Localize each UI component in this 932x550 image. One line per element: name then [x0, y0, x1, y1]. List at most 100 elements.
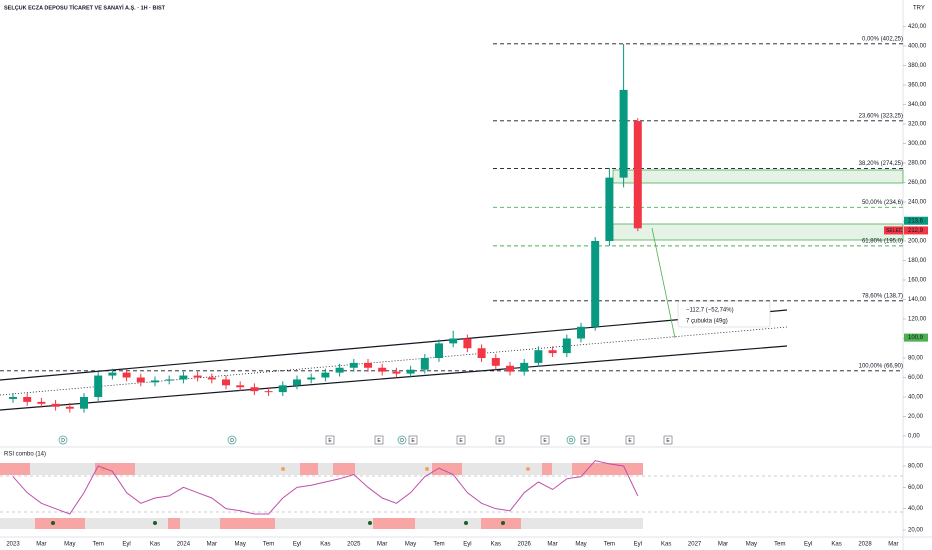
fib-label: 23,60% (323,25): [859, 113, 903, 119]
candle-body: [491, 358, 500, 366]
event-marker: E: [411, 438, 415, 444]
candle-body: [122, 372, 131, 378]
measure-change: −112,7 (−52,74%): [686, 308, 734, 314]
x-tick-label: Mar: [207, 542, 217, 548]
candle-body: [94, 375, 103, 397]
candle-body: [165, 379, 174, 381]
event-marker: D: [569, 438, 573, 444]
symbol-label: SELEC: [886, 228, 903, 234]
candle-body: [37, 401, 46, 404]
price-label: 212,9: [908, 228, 924, 234]
fib-label: 50,00% (234,6): [862, 200, 903, 206]
candle-body: [534, 350, 543, 363]
event-icon: [397, 435, 407, 445]
candle-body: [349, 362, 358, 368]
y-tick-label: 380,00: [908, 63, 927, 69]
candle-body: [222, 379, 230, 386]
x-tick-label: 2023: [6, 542, 20, 548]
event-marker: E: [377, 438, 381, 444]
event-icon: [625, 435, 635, 445]
x-tick-label: Eyl: [463, 542, 471, 548]
y-tick-label: 260,00: [908, 180, 927, 186]
candle-body: [236, 385, 245, 388]
x-tick-label: 2024: [177, 542, 191, 548]
zone: [612, 169, 904, 184]
x-tick-label: 2027: [688, 542, 702, 548]
x-tick-label: Kas: [831, 542, 841, 548]
candle-body: [51, 403, 60, 407]
candle-body: [364, 362, 372, 368]
fib-label: 0,00% (402,25): [862, 36, 903, 42]
y-tick-label: 40,00: [908, 395, 924, 401]
channel-line: [0, 309, 788, 381]
rsi-dots: [51, 467, 530, 525]
candle-body: [520, 362, 529, 372]
rsi-strip: [0, 463, 643, 475]
zone: [612, 223, 904, 241]
y-tick-label: 20,00: [908, 414, 924, 420]
y-tick-label: 40,00: [908, 506, 924, 512]
event-icon: [58, 435, 68, 445]
event-icon: [408, 435, 418, 445]
candle-body: [463, 338, 472, 349]
candle-body: [577, 326, 585, 339]
x-tick-label: Mar: [36, 542, 46, 548]
y-tick-label: 240,00: [908, 200, 927, 206]
y-tick-label: 300,00: [908, 141, 927, 147]
x-tick-label: Kas: [661, 542, 671, 548]
y-tick-label: 60,00: [908, 375, 924, 381]
x-tick-label: 2026: [518, 542, 532, 548]
x-tick-label: Eyl: [804, 542, 812, 548]
chart-title: SELÇUK ECZA DEPOSU TİCARET VE SANAYİ A.Ş…: [4, 4, 166, 11]
x-tick-label: Kas: [491, 542, 501, 548]
price-label: 213,6: [908, 218, 924, 224]
candle-body: [335, 367, 344, 373]
price-label-box: [904, 216, 928, 225]
event-icon: [580, 435, 590, 445]
symbol-box: [884, 226, 903, 235]
event-marker: E: [459, 438, 463, 444]
y-tick-label: 140,00: [908, 297, 927, 303]
candle-body: [278, 385, 287, 393]
candle-body: [633, 121, 642, 229]
event-icon: [374, 435, 384, 445]
y-tick-label: 120,00: [908, 317, 927, 323]
candle-body: [548, 350, 557, 354]
y-tick-label: 320,00: [908, 122, 927, 128]
candle-body: [420, 358, 429, 370]
candle-body: [136, 377, 145, 383]
candle-body: [406, 369, 415, 374]
price-label-box: [904, 226, 928, 235]
rsi-blocks: [0, 463, 643, 529]
x-tick-label: May: [405, 542, 416, 548]
y-tick-label: 280,00: [908, 161, 927, 167]
candle-body: [392, 371, 401, 374]
y-tick-label: 0,00: [908, 434, 920, 440]
candle-body: [179, 375, 188, 380]
fib-label: 61,80% (195,0): [862, 238, 903, 244]
event-icon: [495, 435, 505, 445]
candle-body: [207, 377, 216, 380]
x-tick-label: Mar: [888, 542, 898, 548]
candle-body: [264, 391, 273, 393]
x-tick-label: Eyl: [293, 542, 301, 548]
y-tick-label: 80,00: [908, 356, 924, 362]
y-tick-label: 80,00: [908, 464, 924, 470]
y-tick-label: 160,00: [908, 278, 927, 284]
y-tick-label: 20,00: [908, 528, 924, 534]
rsi-line: [12, 460, 639, 515]
candle-body: [449, 338, 458, 344]
x-tick-label: Tem: [263, 542, 274, 548]
fib-label: 78,60% (138,7): [862, 293, 903, 299]
event-marker: E: [628, 438, 632, 444]
event-icon: [325, 435, 335, 445]
x-tick-label: Tem: [433, 542, 444, 548]
candle-body: [108, 372, 117, 376]
event-icon: [663, 435, 673, 445]
x-tick-label: Mar: [377, 542, 387, 548]
event-icon: [540, 435, 550, 445]
y-tick-label: 60,00: [908, 485, 924, 491]
candle-body: [378, 367, 387, 372]
candle-body: [321, 372, 330, 378]
